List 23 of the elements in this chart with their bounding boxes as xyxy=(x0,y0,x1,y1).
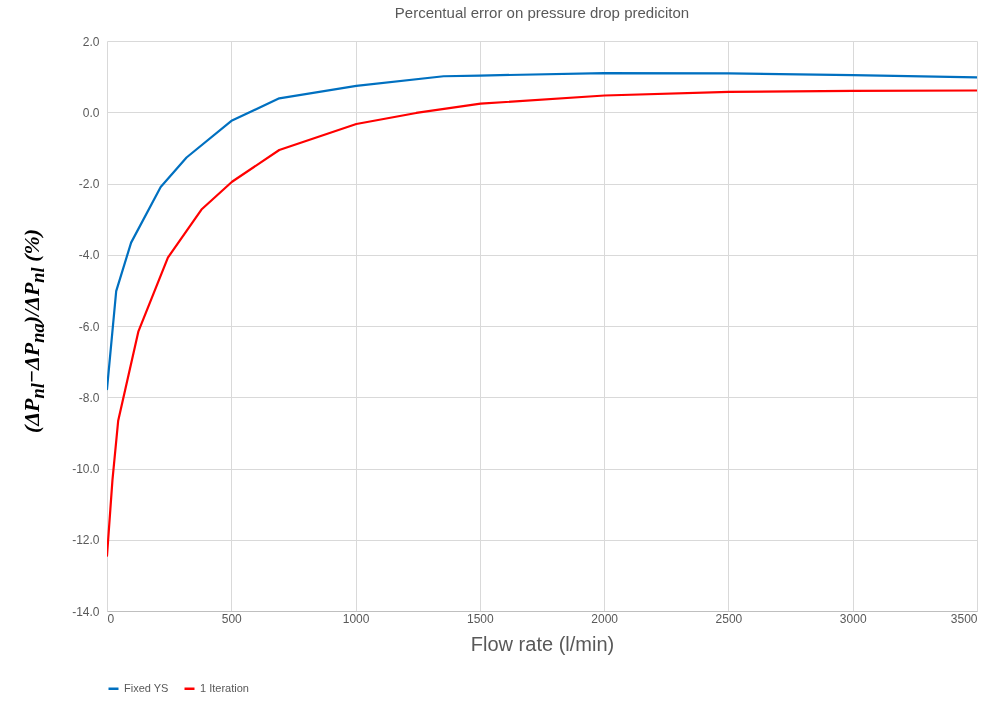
y-tick-label: 0.0 xyxy=(82,105,100,120)
y-tick-label: -12.0 xyxy=(72,533,100,548)
y-tick-label: -2.0 xyxy=(78,177,100,191)
legend-label: 1 Iteration xyxy=(200,681,249,694)
line-series xyxy=(107,89,977,557)
x-tick-label: 2500 xyxy=(715,611,743,626)
x-tick-label: 500 xyxy=(221,611,243,626)
x-tick-label: 0 xyxy=(107,611,115,626)
x-tick-label: 1500 xyxy=(467,611,495,626)
y-tick-label: 2.0 xyxy=(82,34,100,49)
x-tick-label: 2000 xyxy=(591,611,619,626)
legend-label: Fixed YS xyxy=(124,681,169,694)
x-tick-label: 3500 xyxy=(950,611,978,626)
y-tick-label: -4.0 xyxy=(78,248,100,263)
y-tick-label: -8.0 xyxy=(78,390,100,405)
x-tick-label: 1000 xyxy=(342,611,370,626)
chart-title: Percentual error on pressure drop prediciton xyxy=(394,4,690,21)
y-tick-label: -10.0 xyxy=(72,462,100,476)
line-series xyxy=(107,71,977,391)
y-tick-label: -14.0 xyxy=(72,604,100,619)
x-tick-label: 3000 xyxy=(839,611,867,626)
x-axis-title: Flow rate (l/min) xyxy=(470,632,615,655)
y-tick-label: -6.0 xyxy=(78,319,100,334)
